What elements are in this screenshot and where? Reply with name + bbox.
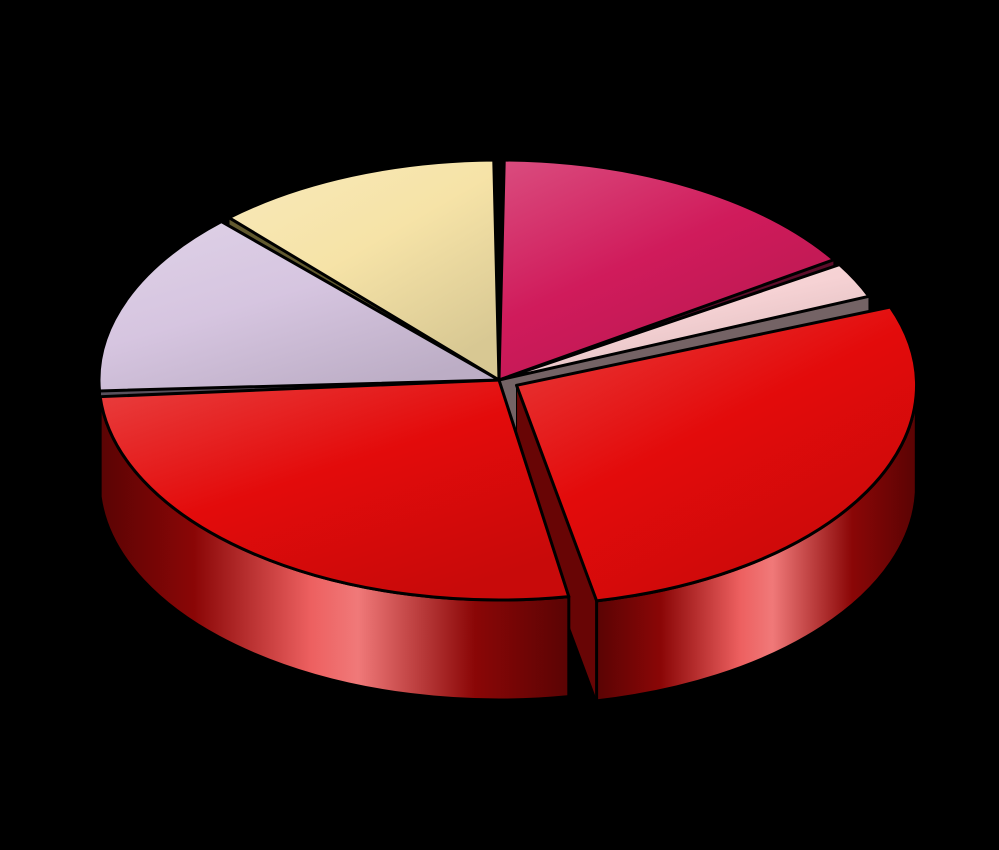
pie-chart-3d — [0, 0, 999, 850]
